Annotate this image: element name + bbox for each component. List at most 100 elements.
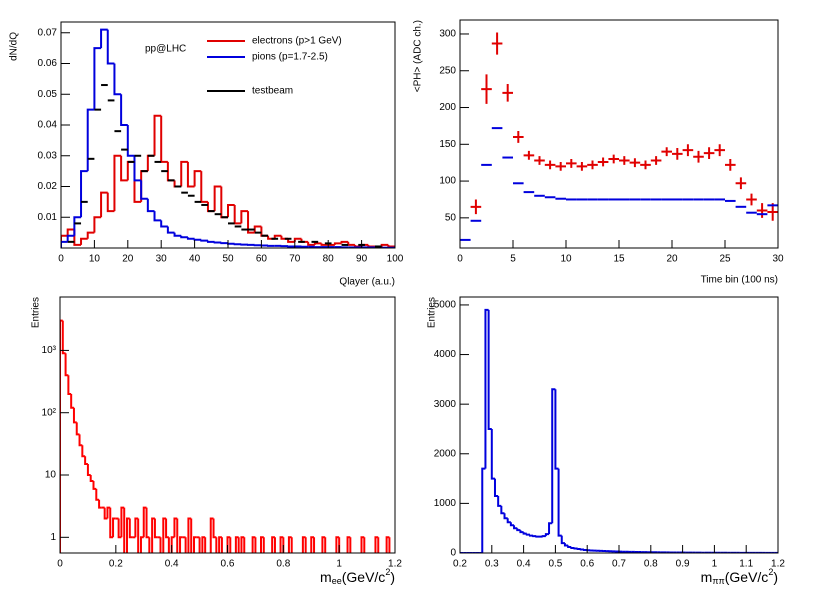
histogram-bin: [348, 242, 355, 245]
histogram-bin: [85, 456, 88, 464]
histogram-bin: [292, 537, 295, 555]
histogram-bin: [101, 30, 108, 48]
histogram-bin: [121, 94, 128, 125]
histogram-bin: [530, 535, 533, 536]
histogram-bin: [342, 242, 349, 244]
y-tick-label: 10²: [42, 407, 57, 418]
histogram-bin: [195, 239, 202, 240]
histogram-bin: [94, 48, 101, 109]
x-tick-label: 25: [719, 254, 731, 265]
histogram-bin: [228, 243, 235, 244]
x-tick-label: 0: [457, 254, 463, 265]
x-tick-label: 15: [613, 254, 625, 265]
y-tick-label: 2000: [434, 448, 457, 459]
y-tick-label: 0.01: [38, 212, 58, 223]
data-point: [714, 144, 725, 156]
x-tick-label: 10: [89, 254, 101, 265]
histogram-bin: [80, 434, 83, 445]
x-tick-label: 5: [510, 254, 516, 265]
histogram-bin: [555, 389, 558, 468]
label-close: ): [773, 569, 778, 585]
histogram-bin: [195, 171, 202, 186]
legend-label: electrons (p>1 GeV): [252, 36, 342, 47]
histogram-bin: [378, 537, 381, 555]
x-tick-label: 20: [122, 254, 134, 265]
y-tick-label: 0.07: [38, 27, 58, 38]
frame: [460, 297, 778, 553]
data-point: [661, 147, 672, 156]
histogram-bin: [489, 310, 492, 429]
histogram-bin: [114, 64, 121, 95]
x-tick-label: 100: [387, 254, 404, 265]
label-subscript: ee: [332, 576, 342, 586]
data-point: [513, 131, 524, 143]
histogram-bin: [571, 547, 574, 548]
x-tick-label: 0.6: [580, 559, 594, 570]
histogram-bin: [350, 537, 353, 555]
data-point: [534, 156, 545, 165]
histogram-bin: [241, 211, 248, 223]
histogram-bin: [68, 375, 71, 394]
x-tick-label: 50: [222, 254, 234, 265]
histogram-bin: [121, 156, 128, 181]
histogram-bin: [559, 469, 562, 536]
histogram-bin: [235, 205, 242, 223]
histogram-bin: [128, 162, 135, 180]
y-tick-label: 0.03: [38, 150, 58, 161]
data-point: [545, 160, 556, 169]
legend-label: pions (p=1.7-2.5): [252, 52, 328, 63]
plot-area: [60, 321, 395, 555]
histogram-bin: [215, 187, 222, 212]
x-tick-label: 0: [58, 254, 64, 265]
histogram-bin: [215, 242, 222, 243]
histogram-bin: [134, 156, 141, 181]
histogram-bin: [141, 180, 148, 198]
histogram-bin: [99, 500, 102, 508]
histogram-bin: [230, 537, 233, 555]
x-tick-label: 1: [712, 559, 718, 570]
x-tick-label: 0.2: [453, 559, 467, 570]
data-point: [492, 33, 503, 55]
histogram-bin: [325, 537, 328, 555]
histogram-bin: [228, 205, 235, 217]
frame: [460, 20, 778, 248]
x-tick-label: 0.4: [165, 559, 179, 570]
histogram-bin: [205, 537, 208, 555]
data-point: [757, 203, 768, 218]
histogram-bin: [261, 226, 268, 235]
y-tick-label: 0: [450, 548, 456, 559]
histogram-bin: [495, 479, 498, 496]
histogram-bin: [101, 193, 108, 218]
data-point: [640, 160, 651, 169]
label-symbol: m: [701, 569, 713, 585]
y-axis-label: dN/dQ: [9, 32, 20, 61]
x-tick-label: 0: [57, 559, 63, 570]
data-point: [577, 162, 588, 171]
plot-area: [460, 33, 778, 240]
label-close: ): [390, 569, 395, 585]
label-unit: (GeV/c: [725, 569, 769, 585]
y-tick-label: 0.05: [38, 89, 58, 100]
histogram-bin: [166, 519, 169, 538]
histogram-bin: [517, 528, 520, 530]
data-point: [587, 160, 598, 169]
histogram-bin: [527, 534, 530, 535]
histogram-bin: [175, 233, 182, 236]
x-tick-label: 0.7: [612, 559, 626, 570]
histogram-bin: [181, 236, 188, 238]
y-tick-label: 4000: [434, 349, 457, 360]
histogram-bin: [482, 469, 485, 553]
y-tick-label: 250: [439, 65, 456, 76]
x-tick-label: 20: [666, 254, 678, 265]
histogram-bin: [155, 519, 158, 538]
histogram-bin: [514, 525, 517, 528]
x-tick-label: 0.5: [548, 559, 562, 570]
x-axis-label: Qlayer (a.u.): [339, 277, 395, 288]
x-tick-label: 80: [323, 254, 335, 265]
y-tick-label: 0.06: [38, 58, 58, 69]
histogram-bin: [71, 394, 74, 408]
histogram-bin: [208, 202, 215, 211]
y-axis-label: <PH> (ADC ch.): [413, 20, 424, 92]
